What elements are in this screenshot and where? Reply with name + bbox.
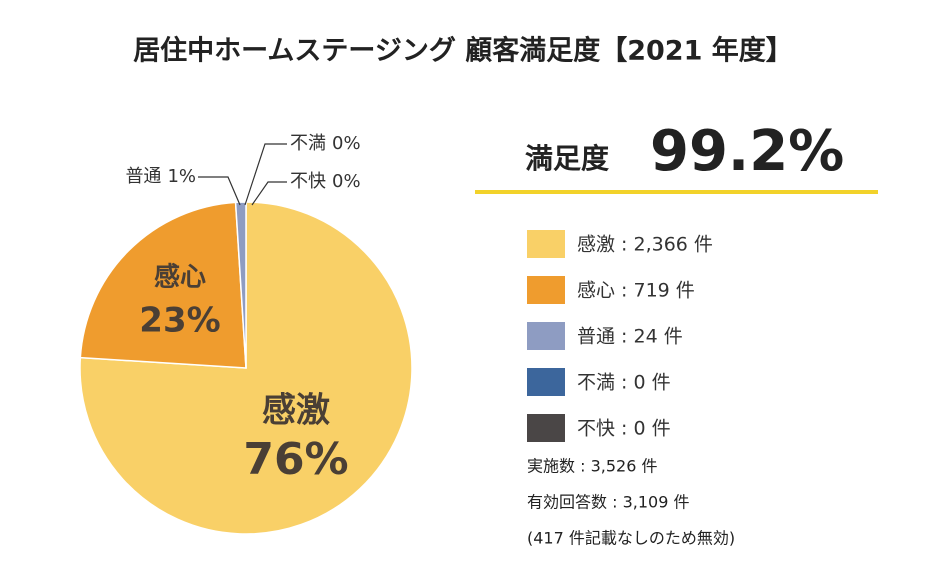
leader-line [198, 176, 241, 206]
slice-label: 不快 0% [290, 171, 361, 192]
note: 実施数 : 3,526 件 [527, 457, 657, 476]
pie-slice [79, 201, 247, 369]
legend-swatch [527, 276, 565, 304]
slice-value-label: 76% [243, 434, 348, 485]
slice-value-label: 1% [167, 166, 196, 187]
legend-label: 普通 : 24 件 [577, 326, 683, 348]
legend-swatch [527, 414, 565, 442]
slice-label: 不満 0% [290, 133, 361, 154]
slice-label: 感激 [262, 391, 330, 431]
legend-swatch [527, 230, 565, 258]
legend-label: 不満 : 0 件 [577, 372, 671, 394]
slice-label: 感心 [154, 263, 206, 293]
leader-line [244, 143, 287, 206]
legend-label: 感心 : 719 件 [577, 280, 695, 302]
legend-swatch [527, 322, 565, 350]
chart-title: 居住中ホームステージング 顧客満足度【2021 年度】 [133, 35, 793, 67]
satisfaction-value: 99.2% [650, 119, 844, 184]
legend-label: 不快 : 0 件 [577, 418, 671, 440]
legend-label: 感激 : 2,366 件 [577, 234, 713, 256]
slice-label: 普通 1% [125, 166, 196, 187]
note: (417 件記載なしのため無効) [527, 529, 735, 548]
slice-value-label: 0% [332, 171, 361, 192]
satisfaction-label: 満足度 [525, 142, 609, 175]
slice-name: 不満 [290, 133, 326, 154]
legend-swatch [527, 368, 565, 396]
slice-value-label: 0% [332, 133, 361, 154]
slice-value-label: 23% [139, 301, 220, 341]
slice-name: 不快 [290, 171, 326, 192]
pie-slice [79, 201, 413, 535]
slice-name: 普通 [125, 166, 161, 187]
note: 有効回答数 : 3,109 件 [527, 493, 689, 512]
leader-line [251, 181, 287, 206]
